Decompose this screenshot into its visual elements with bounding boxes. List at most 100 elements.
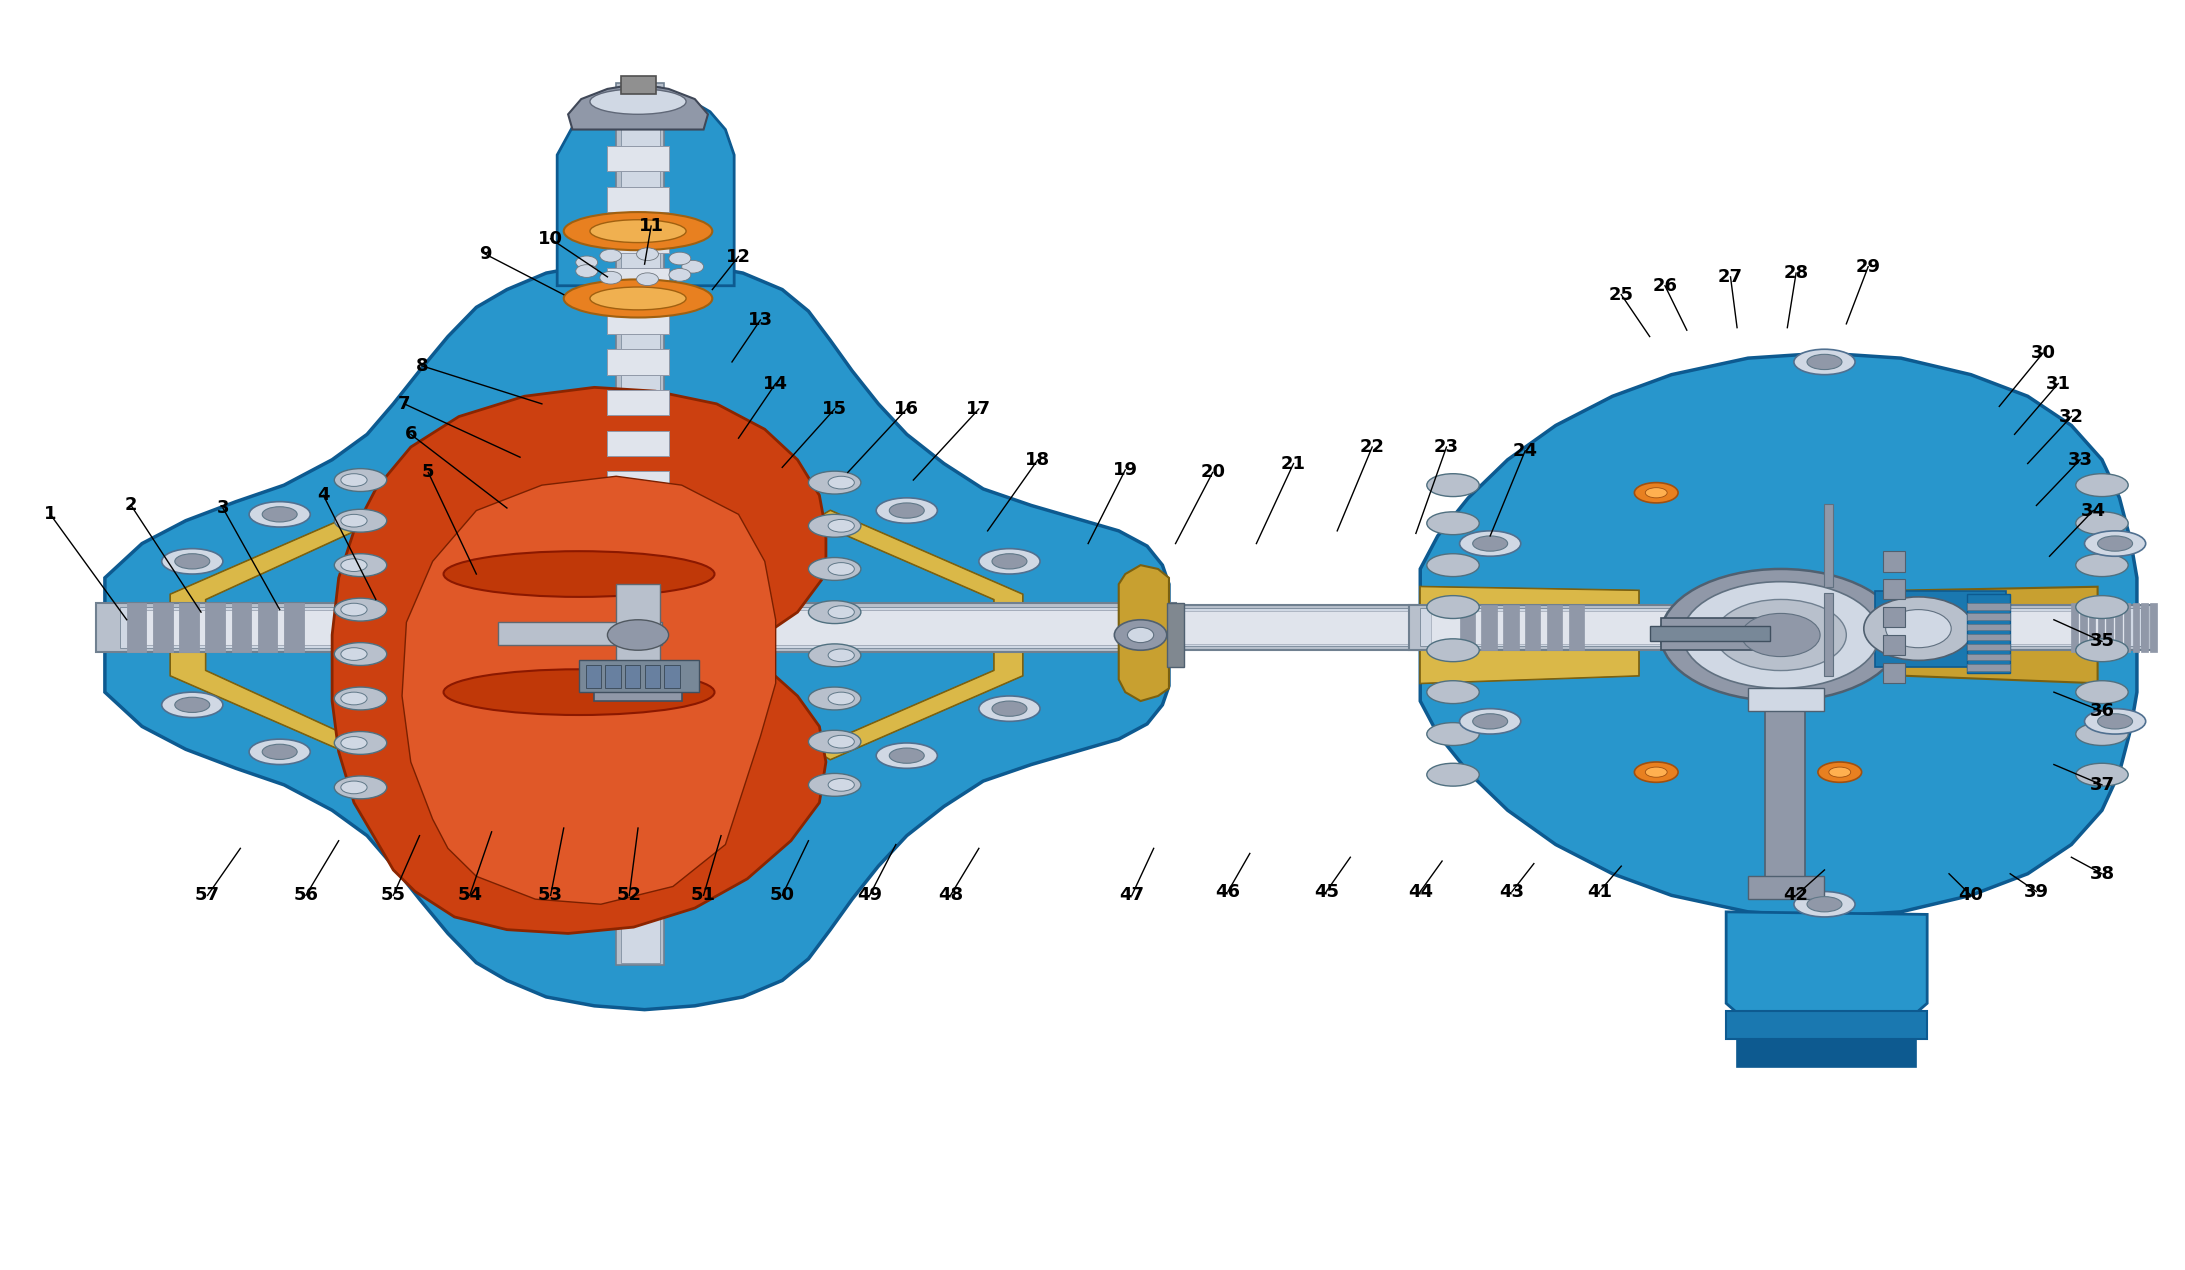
Bar: [1661, 618, 1759, 650]
Text: 37: 37: [2089, 776, 2115, 794]
Text: 38: 38: [2089, 865, 2115, 883]
Text: 6: 6: [404, 425, 417, 443]
Bar: [1748, 876, 1824, 899]
Bar: [1158, 605, 1525, 650]
Bar: [1875, 591, 2006, 667]
Ellipse shape: [636, 273, 658, 286]
Text: 57: 57: [194, 886, 221, 904]
Bar: [1726, 1011, 1927, 1039]
Ellipse shape: [889, 748, 924, 763]
Ellipse shape: [2098, 536, 2133, 551]
Text: 45: 45: [1313, 883, 1339, 900]
Ellipse shape: [334, 776, 387, 799]
Text: 17: 17: [966, 400, 992, 418]
Ellipse shape: [341, 603, 367, 616]
Ellipse shape: [341, 514, 367, 527]
Bar: [1966, 654, 2010, 660]
Ellipse shape: [1427, 639, 1479, 662]
Ellipse shape: [262, 507, 297, 522]
Text: 33: 33: [2067, 451, 2093, 469]
Text: 21: 21: [1280, 455, 1307, 472]
Ellipse shape: [341, 781, 367, 794]
Text: 3: 3: [216, 499, 229, 517]
Text: 31: 31: [2045, 375, 2071, 392]
Bar: [621, 86, 660, 963]
Bar: [621, 76, 656, 94]
Ellipse shape: [1818, 762, 1862, 782]
Ellipse shape: [992, 701, 1027, 716]
Ellipse shape: [1427, 474, 1479, 497]
Ellipse shape: [590, 89, 686, 114]
Bar: [579, 660, 699, 692]
Text: 35: 35: [2089, 632, 2115, 650]
Bar: [607, 756, 669, 781]
Ellipse shape: [577, 257, 599, 269]
Ellipse shape: [1807, 354, 1842, 370]
Text: 53: 53: [538, 886, 564, 904]
Ellipse shape: [828, 649, 854, 662]
Text: 22: 22: [1359, 438, 1385, 456]
Ellipse shape: [808, 730, 861, 753]
Ellipse shape: [682, 260, 704, 273]
Bar: [586, 665, 601, 688]
Ellipse shape: [828, 476, 854, 489]
Text: 8: 8: [415, 357, 428, 375]
Bar: [607, 268, 669, 293]
Text: 50: 50: [769, 886, 795, 904]
Bar: [2124, 603, 2130, 652]
Ellipse shape: [2076, 681, 2128, 704]
Text: 4: 4: [317, 486, 330, 504]
Ellipse shape: [1661, 569, 1901, 701]
Polygon shape: [170, 514, 371, 756]
Text: 10: 10: [538, 230, 564, 248]
Ellipse shape: [808, 687, 861, 710]
Ellipse shape: [808, 644, 861, 667]
Text: 12: 12: [725, 248, 752, 265]
Polygon shape: [1119, 565, 1169, 701]
Ellipse shape: [2084, 531, 2146, 556]
Text: 41: 41: [1586, 883, 1613, 900]
Ellipse shape: [341, 474, 367, 486]
Ellipse shape: [334, 687, 387, 710]
Text: 47: 47: [1119, 886, 1145, 904]
Text: 32: 32: [2058, 408, 2084, 425]
Text: 16: 16: [894, 400, 920, 418]
Text: 24: 24: [1512, 442, 1538, 460]
Bar: [1737, 1039, 1916, 1067]
Ellipse shape: [1715, 599, 1846, 671]
Ellipse shape: [334, 554, 387, 577]
Text: 27: 27: [1717, 268, 1744, 286]
Ellipse shape: [1427, 596, 1479, 618]
Ellipse shape: [636, 248, 658, 260]
Ellipse shape: [808, 471, 861, 494]
Ellipse shape: [2076, 554, 2128, 577]
Text: 5: 5: [422, 464, 435, 481]
Ellipse shape: [1427, 763, 1479, 786]
Polygon shape: [1901, 587, 2098, 683]
Ellipse shape: [1864, 597, 1973, 660]
Ellipse shape: [590, 220, 686, 243]
Ellipse shape: [828, 692, 854, 705]
Ellipse shape: [175, 697, 210, 712]
Bar: [1409, 605, 2152, 650]
Text: 43: 43: [1499, 883, 1525, 900]
Text: 19: 19: [1112, 461, 1138, 479]
Bar: [96, 603, 1176, 652]
Text: 14: 14: [763, 375, 789, 392]
Bar: [607, 390, 669, 415]
Ellipse shape: [2076, 474, 2128, 497]
Ellipse shape: [599, 272, 621, 284]
Ellipse shape: [1127, 627, 1154, 643]
Ellipse shape: [341, 559, 367, 572]
Ellipse shape: [2076, 512, 2128, 535]
Bar: [1966, 634, 2010, 640]
Ellipse shape: [1427, 681, 1479, 704]
Ellipse shape: [828, 519, 854, 532]
Polygon shape: [1420, 353, 2137, 917]
Ellipse shape: [808, 773, 861, 796]
Text: 40: 40: [1958, 886, 1984, 904]
Bar: [120, 607, 1147, 648]
Bar: [607, 146, 669, 171]
Ellipse shape: [162, 549, 223, 574]
Bar: [1966, 664, 2010, 671]
